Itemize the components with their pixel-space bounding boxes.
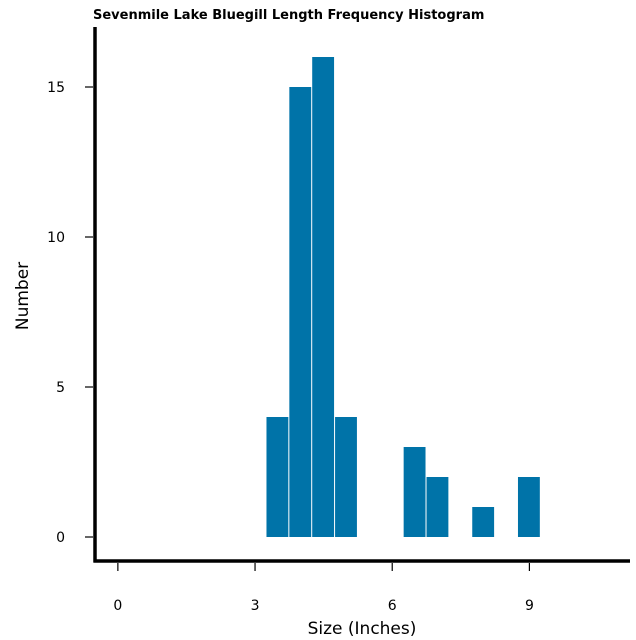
histogram-bar: [426, 477, 449, 537]
y-tick-label: 0: [56, 530, 65, 546]
y-ticks-group: 0 5 10 15: [47, 80, 93, 546]
histogram-bar: [517, 477, 540, 537]
histogram-bar: [312, 57, 335, 537]
histogram-bar: [289, 87, 312, 537]
x-tick-label: 6: [388, 598, 397, 614]
chart-title: Sevenmile Lake Bluegill Length Frequency…: [93, 8, 484, 23]
bars-group: [266, 57, 540, 537]
x-ticks-group: 0 3 6 9: [113, 563, 534, 614]
histogram-bar: [335, 417, 357, 537]
histogram-bar: [403, 447, 426, 537]
y-tick-label: 15: [47, 80, 65, 96]
y-tick-label: 10: [47, 230, 65, 246]
x-tick-label: 3: [251, 598, 260, 614]
histogram-bar: [472, 507, 495, 537]
histogram-bar: [266, 417, 289, 537]
x-axis-label: Size (Inches): [308, 619, 417, 639]
x-tick-label: 9: [525, 598, 534, 614]
y-axis-label: Number: [13, 262, 33, 330]
y-tick-label: 5: [56, 380, 65, 396]
x-tick-label: 0: [113, 598, 122, 614]
